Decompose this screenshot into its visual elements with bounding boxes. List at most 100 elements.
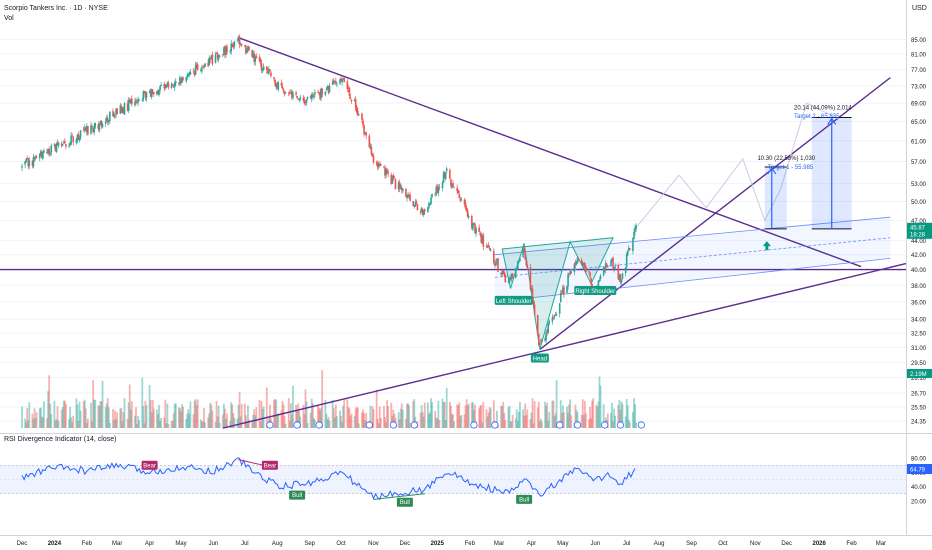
volume-badge [907, 369, 932, 378]
candle-body [186, 75, 189, 78]
candle-body [182, 78, 184, 80]
candle-body [136, 101, 138, 103]
candle-body [75, 139, 78, 143]
candle-body [445, 168, 448, 172]
volume-bar [592, 398, 595, 428]
volume-bar [481, 422, 484, 428]
volume-bar [463, 414, 466, 428]
volume-bar [171, 421, 174, 428]
volume-bar [226, 413, 228, 428]
candle-body [159, 86, 161, 91]
volume-bar [516, 421, 519, 428]
volume-bar [384, 417, 386, 428]
event-marker-icon[interactable] [616, 421, 624, 429]
candle-body [309, 95, 312, 98]
divergence-badge [261, 460, 278, 470]
descending-trendline [238, 37, 862, 268]
volume-bar [166, 403, 169, 428]
candle-body [522, 247, 524, 258]
candle-body [489, 249, 492, 251]
volume-bar [511, 415, 514, 428]
candle-body [193, 72, 196, 75]
candle-body [406, 194, 408, 199]
candle-body [55, 143, 58, 153]
event-marker-icon[interactable] [389, 421, 397, 429]
rsi-tick-label: 80.00 [911, 457, 927, 463]
event-marker-icon[interactable] [470, 421, 478, 429]
candle-body [152, 92, 155, 95]
volume-bar [479, 405, 482, 428]
candle-body [258, 57, 261, 61]
time-tick-label: Aug [272, 541, 283, 547]
volume-bar [148, 384, 151, 428]
candle-body [383, 166, 385, 168]
volume-bar [196, 399, 199, 428]
event-marker-icon[interactable] [410, 421, 418, 429]
event-marker-icon[interactable] [556, 421, 564, 429]
candle-body [56, 142, 59, 146]
volume-bar [618, 400, 621, 428]
candle-body [25, 159, 27, 163]
event-marker-icon[interactable] [491, 421, 499, 429]
candle-body [576, 257, 579, 263]
candle-body [54, 145, 57, 152]
volume-bar [590, 418, 592, 428]
candle-body [584, 262, 586, 268]
candle-body [218, 55, 221, 57]
volume-bar [101, 380, 104, 428]
candle-body [172, 85, 175, 87]
candle-body [144, 92, 147, 98]
volume-bar [120, 408, 123, 428]
event-marker-icon[interactable] [601, 421, 609, 429]
event-marker-icon[interactable] [573, 421, 582, 429]
volume-bar [522, 409, 524, 428]
volume-bar [215, 400, 218, 428]
volume-bar [541, 421, 543, 428]
candle-body [202, 66, 204, 68]
candle-body [614, 266, 616, 269]
event-marker-icon[interactable] [365, 421, 373, 429]
candle-body [497, 258, 499, 272]
volume-bar [634, 404, 636, 428]
event-marker-icon[interactable] [266, 421, 274, 429]
volume-bar [302, 404, 305, 428]
volume-bar [282, 404, 285, 428]
volume-bar [553, 416, 556, 428]
volume-bar [70, 417, 73, 428]
candle-body [156, 91, 158, 95]
price-tick-label: 81.00 [911, 53, 927, 59]
candle-body [350, 99, 353, 102]
candle-body [72, 136, 75, 143]
volume-bar [92, 380, 95, 428]
candle-body [28, 160, 31, 166]
candle-body [273, 77, 275, 80]
volume-bar [233, 417, 236, 428]
volume-bar [406, 403, 408, 428]
candle-body [192, 71, 195, 73]
volume-bar [324, 400, 327, 428]
volume-bar [106, 398, 109, 428]
rising-trendline [222, 262, 907, 429]
volume-bar [50, 413, 53, 428]
volume-bar [156, 409, 158, 428]
target-label-2: Target 2 - 65.835 [794, 114, 840, 120]
candle-body [114, 114, 116, 116]
candle-body [391, 176, 394, 184]
volume-bar [210, 404, 213, 428]
event-marker-icon[interactable] [293, 421, 301, 429]
event-marker-icon[interactable] [315, 421, 323, 429]
candle-body [438, 186, 441, 188]
volume-bar [119, 408, 122, 428]
pattern-label: Right Shoulder [575, 289, 615, 295]
volume-bar [431, 402, 433, 428]
candle-body [519, 258, 521, 262]
candle-body [346, 81, 349, 89]
candle-body [457, 190, 460, 194]
event-marker-icon[interactable] [637, 421, 645, 429]
volume-bar [632, 411, 634, 428]
candle-body [626, 251, 629, 256]
candle-body [400, 187, 403, 190]
candle-body [531, 288, 534, 300]
volume-bar [514, 418, 517, 428]
